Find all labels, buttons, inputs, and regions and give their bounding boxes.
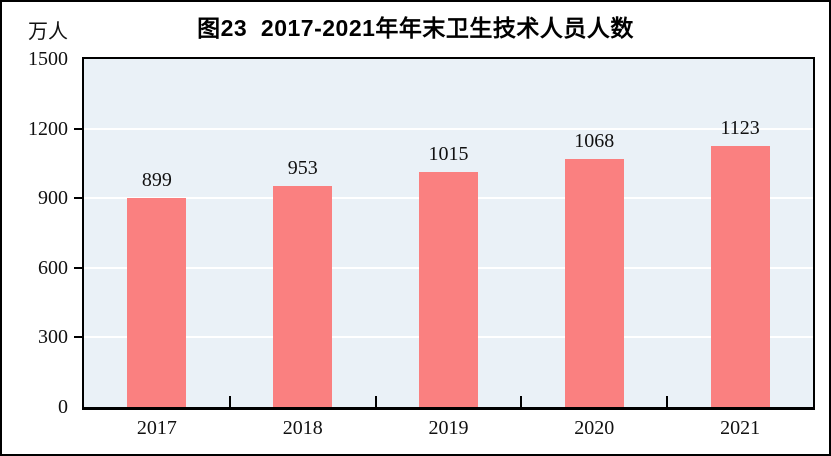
y-tick-label-0: 0 bbox=[58, 396, 68, 418]
plot-area: 899 953 1015 1068 1123 bbox=[82, 57, 815, 410]
value-label-2018: 953 bbox=[287, 156, 318, 179]
y-tick-label-300: 300 bbox=[38, 326, 68, 349]
value-label-2019: 1015 bbox=[428, 142, 469, 165]
bar-2017 bbox=[127, 198, 187, 407]
y-tick-mark-300 bbox=[74, 336, 82, 339]
x-axis-boundary-tick-2 bbox=[374, 396, 377, 407]
y-tick-label-900: 900 bbox=[38, 187, 68, 210]
x-tick-label-2021: 2021 bbox=[720, 417, 761, 439]
x-tick-label-2019: 2019 bbox=[428, 417, 469, 439]
x-tick-label-2020: 2020 bbox=[574, 417, 615, 439]
chart-title: 图23 2017-2021年年末卫生技术人员人数 bbox=[197, 15, 634, 41]
y-tick-label-1200: 1200 bbox=[28, 117, 68, 140]
x-tick-label-2018: 2018 bbox=[282, 417, 323, 439]
y-axis-unit-label: 万人 bbox=[28, 21, 68, 43]
x-axis-boundary-tick-1 bbox=[228, 396, 231, 407]
y-tick-mark-600 bbox=[74, 266, 82, 269]
y-tick-mark-900 bbox=[74, 197, 82, 200]
bar-2021 bbox=[710, 146, 770, 407]
gridline-1200 bbox=[84, 127, 813, 130]
bar-2020 bbox=[564, 159, 624, 407]
y-tick-label-600: 600 bbox=[38, 256, 68, 279]
value-label-2021: 1123 bbox=[720, 117, 760, 140]
bar-2018 bbox=[273, 185, 333, 407]
value-label-2020: 1068 bbox=[574, 130, 615, 153]
bar-2019 bbox=[419, 171, 478, 407]
y-tick-label-1500: 1500 bbox=[28, 48, 68, 70]
x-axis-boundary-tick-4 bbox=[666, 396, 669, 407]
x-tick-label-2017: 2017 bbox=[136, 417, 177, 439]
value-label-2017: 899 bbox=[141, 169, 172, 192]
x-axis-boundary-tick-3 bbox=[520, 396, 523, 407]
y-tick-mark-1200 bbox=[74, 127, 82, 130]
